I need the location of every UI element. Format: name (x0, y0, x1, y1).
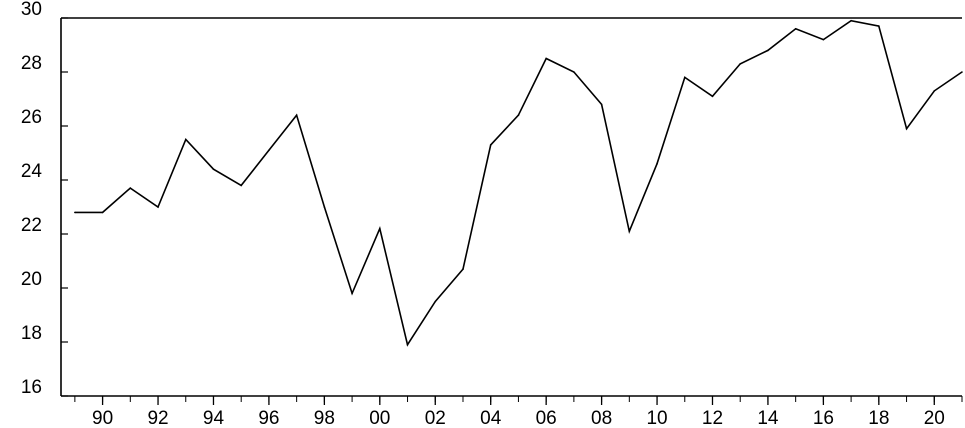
data-point (600, 103, 603, 106)
data-point (101, 211, 104, 214)
y-tick-label: 30 (21, 0, 42, 20)
x-tick-label: 04 (480, 408, 502, 428)
x-tick-label: 08 (591, 408, 612, 428)
data-point (517, 114, 520, 116)
data-point (656, 163, 658, 165)
data-point (157, 206, 159, 208)
data-point (212, 168, 215, 170)
data-point (878, 25, 880, 27)
data-point (628, 230, 631, 233)
data-point (850, 19, 852, 22)
y-tick-label: 22 (21, 215, 42, 236)
x-tick-label: 20 (924, 408, 945, 428)
y-axis: 16 18 20 22 24 26 28 30 (21, 0, 68, 398)
y-tick-label: 26 (21, 107, 42, 128)
x-tick-label: 06 (536, 408, 557, 428)
y-tick-label: 28 (21, 53, 42, 74)
data-point (905, 127, 908, 130)
data-point (545, 57, 547, 60)
data-point (961, 71, 963, 73)
data-point (933, 90, 936, 92)
data-point (794, 28, 797, 30)
data-point (74, 211, 76, 214)
x-axis: 90 92 94 96 98 00 02 04 06 08 10 12 14 16 18 20 (61, 395, 963, 428)
y-tick-label: 18 (21, 323, 42, 344)
data-point (240, 184, 242, 187)
series-line (74, 19, 963, 347)
data-point (573, 71, 575, 73)
data-point (711, 95, 714, 98)
data-point (434, 300, 437, 303)
data-point (767, 49, 769, 52)
data-point (129, 187, 132, 189)
x-tick-label: 00 (369, 408, 390, 428)
x-tick-label: 90 (92, 408, 113, 428)
data-point (295, 114, 298, 116)
x-tick-label: 96 (258, 408, 279, 428)
y-tick-label: 24 (21, 161, 43, 182)
data-point (462, 268, 464, 270)
data-point (268, 149, 270, 152)
data-point (379, 227, 381, 230)
x-tick-label: 98 (314, 408, 335, 428)
data-point (822, 38, 825, 41)
x-tick-label: 16 (813, 408, 834, 428)
x-tick-label: 94 (203, 408, 225, 428)
data-point (406, 343, 409, 346)
data-point (739, 63, 742, 65)
x-tick-label: 02 (425, 408, 446, 428)
y-tick-label: 16 (21, 377, 42, 398)
data-point (184, 138, 187, 141)
x-tick-label: 18 (868, 408, 889, 428)
data-point (323, 206, 326, 208)
x-tick-label: 12 (702, 408, 723, 428)
y-tick-label: 20 (21, 269, 42, 290)
data-point (683, 76, 686, 79)
plot-area (61, 17, 963, 347)
x-tick-label: 14 (757, 408, 779, 428)
data-point (351, 292, 353, 295)
x-tick-label: 92 (147, 408, 168, 428)
data-point (489, 144, 492, 146)
x-tick-label: 10 (646, 408, 667, 428)
